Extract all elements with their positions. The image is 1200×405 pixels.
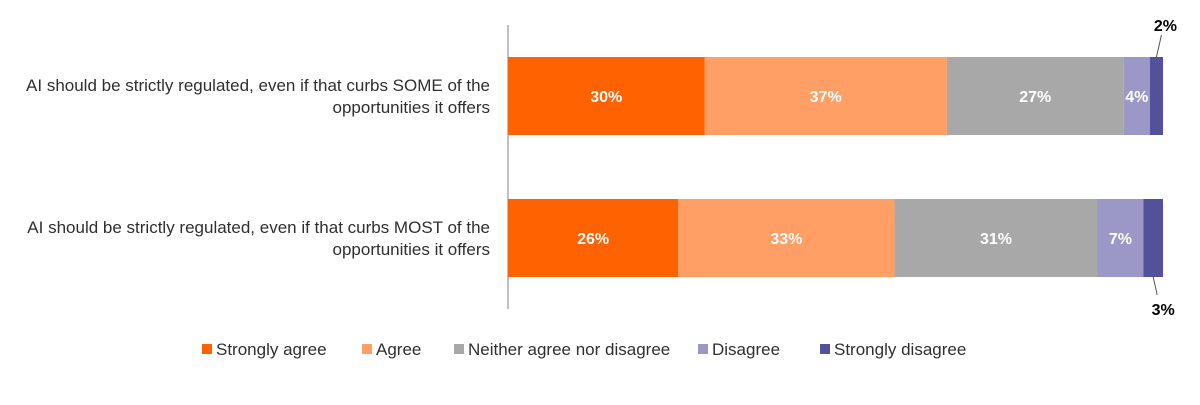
legend: Strongly agree Agree Neither agree nor dis…: [202, 340, 966, 359]
bar-segment: [1143, 199, 1163, 277]
category-label: opportunities it offers: [333, 98, 491, 117]
bar-segments: [508, 57, 1163, 277]
bar-data-label: 31%: [980, 231, 1012, 248]
bar-segment: [508, 57, 705, 135]
legend-swatch: [698, 344, 708, 354]
bar-segment: [508, 199, 679, 277]
legend-swatch: [454, 344, 464, 354]
callout-label: 3%: [1152, 302, 1175, 319]
callout-labels: 2% 3%: [1152, 18, 1177, 319]
callout-label: 2%: [1154, 18, 1177, 35]
bar-segment: [704, 57, 947, 135]
bar-data-labels: 30% 37% 27% 4% 26% 33% 31% 7%: [577, 89, 1148, 248]
category-label: opportunities it offers: [333, 240, 491, 259]
callout-leader-line: [1152, 276, 1158, 296]
legend-label: Neither agree nor disagree: [468, 340, 670, 359]
legend-label: Agree: [376, 340, 421, 359]
bar-segment: [946, 57, 1124, 135]
legend-swatch: [362, 344, 372, 354]
legend-swatch: [820, 344, 830, 354]
bar-segment: [894, 199, 1098, 277]
bar-data-label: 27%: [1019, 89, 1051, 106]
legend-label: Strongly agree: [216, 340, 327, 359]
bar-segment: [1149, 57, 1163, 135]
bar-segment: [1123, 57, 1150, 135]
bar-segment: [678, 199, 895, 277]
legend-label: Disagree: [712, 340, 780, 359]
legend-swatch: [202, 344, 212, 354]
category-label: AI should be strictly regulated, even if…: [26, 76, 490, 95]
category-label: AI should be strictly regulated, even if…: [27, 218, 490, 237]
category-labels: AI should be strictly regulated, even if…: [26, 76, 490, 259]
bar-data-label: 30%: [590, 89, 622, 106]
bar-data-label: 7%: [1109, 231, 1132, 248]
bar-data-label: 4%: [1125, 89, 1148, 106]
bar-data-label: 33%: [770, 231, 802, 248]
callout-leader-line: [1155, 34, 1162, 58]
bar-data-label: 26%: [577, 231, 609, 248]
legend-label: Strongly disagree: [834, 340, 966, 359]
bar-data-label: 37%: [810, 89, 842, 106]
bar-segment: [1097, 199, 1144, 277]
